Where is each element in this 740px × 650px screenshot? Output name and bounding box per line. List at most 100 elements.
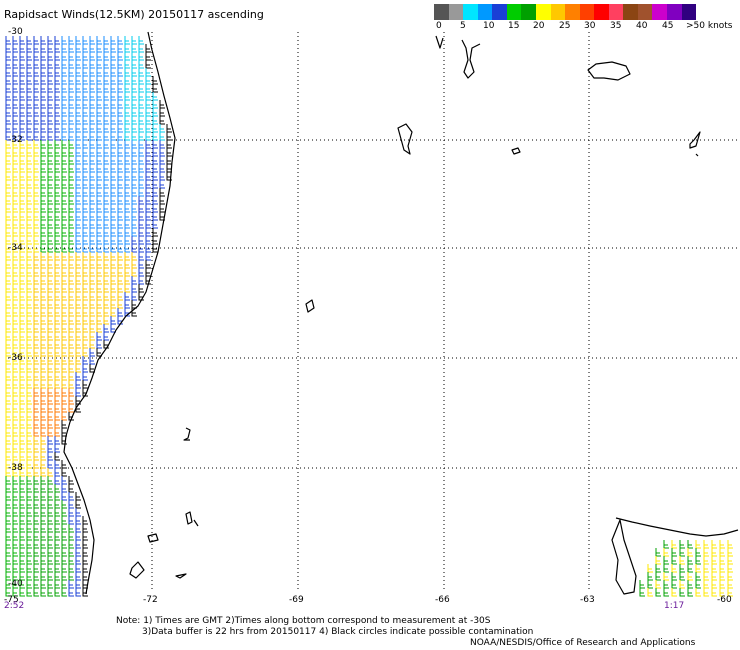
wind-barb [82, 140, 88, 149]
wind-barb [19, 276, 25, 285]
wind-barb [26, 420, 32, 429]
wind-barb [75, 380, 81, 389]
wind-barb [33, 580, 39, 589]
wind-barb [82, 540, 88, 549]
wind-barb [89, 292, 95, 301]
wind-barb [117, 212, 123, 221]
wind-barb [89, 260, 95, 269]
wind-barb [61, 76, 67, 85]
islet-center [305, 299, 315, 313]
wind-barb [110, 308, 116, 317]
wind-barb [26, 388, 32, 397]
wind-barb [671, 548, 677, 557]
wind-barb [82, 76, 88, 85]
wind-barb [33, 412, 39, 421]
wind-barb [5, 308, 11, 317]
wind-barb [75, 580, 81, 589]
wind-barb [26, 492, 32, 501]
wind-barb [68, 68, 74, 77]
wind-barb [40, 500, 46, 509]
wind-barb [89, 164, 95, 173]
wind-barb [131, 84, 137, 93]
islet-s-1 [183, 427, 191, 441]
wind-barb [159, 132, 165, 141]
wind-barb [33, 556, 39, 565]
wind-barb [68, 484, 74, 493]
wind-barb [40, 308, 46, 317]
wind-barb [33, 372, 39, 381]
wind-barb [33, 148, 39, 157]
wind-barb [19, 556, 25, 565]
wind-barb [145, 252, 151, 261]
wind-barb [47, 196, 53, 205]
wind-barb [12, 532, 18, 541]
wind-barb [96, 220, 102, 229]
colorbar-label-40: 40 [636, 21, 648, 31]
wind-barb [138, 132, 144, 141]
wind-barb [54, 108, 60, 117]
wind-barb [110, 92, 116, 101]
wind-barb [54, 364, 60, 373]
wind-barb [40, 68, 46, 77]
wind-barb [117, 300, 123, 309]
wind-barb [117, 188, 123, 197]
wind-barb [82, 564, 88, 573]
wind-barb [33, 300, 39, 309]
wind-barb [54, 76, 60, 85]
wind-barb [124, 60, 130, 69]
wind-barb [47, 452, 53, 461]
island-ne [587, 61, 631, 81]
wind-barb [138, 284, 144, 293]
wind-barb [26, 148, 32, 157]
wind-barb [26, 236, 32, 245]
wind-barb [54, 116, 60, 125]
wind-barb [145, 156, 151, 165]
wind-barb [124, 180, 130, 189]
lat-label-30: -30 [8, 27, 23, 37]
wind-barb [110, 132, 116, 141]
wind-barb [117, 292, 123, 301]
wind-barb [26, 156, 32, 165]
wind-barb [96, 284, 102, 293]
wind-barb [159, 116, 165, 125]
wind-barb [12, 276, 18, 285]
wind-barb [5, 44, 11, 53]
colorbar-swatch [477, 4, 493, 20]
lon-label-72: -72 [143, 595, 158, 605]
wind-barb [47, 188, 53, 197]
wind-barb [54, 340, 60, 349]
wind-barb [89, 108, 95, 117]
wind-barb [75, 100, 81, 109]
wind-barb [124, 172, 130, 181]
wind-barb [19, 44, 25, 53]
wind-barb [61, 68, 67, 77]
wind-barb [19, 484, 25, 493]
wind-barb [82, 308, 88, 317]
wind-barb [5, 372, 11, 381]
wind-speed-colorbar [434, 4, 697, 20]
wind-barb [159, 204, 165, 213]
wind-barb [89, 148, 95, 157]
wind-barb [26, 84, 32, 93]
wind-barb [54, 260, 60, 269]
wind-barb [61, 332, 67, 341]
wind-barb [47, 436, 53, 445]
wind-barb [687, 556, 693, 565]
wind-barb [12, 268, 18, 277]
wind-barb [145, 180, 151, 189]
wind-barb [33, 380, 39, 389]
wind-barb [47, 132, 53, 141]
wind-barb [5, 108, 11, 117]
wind-barb [26, 276, 32, 285]
wind-barb [110, 108, 116, 117]
wind-barb [54, 268, 60, 277]
wind-barb [19, 268, 25, 277]
wind-barb [68, 316, 74, 325]
wind-barb [19, 388, 25, 397]
wind-barb [145, 76, 151, 85]
wind-barb [26, 60, 32, 69]
wind-barb [138, 148, 144, 157]
wind-barb [68, 172, 74, 181]
wind-barb [89, 116, 95, 125]
wind-barb [131, 204, 137, 213]
